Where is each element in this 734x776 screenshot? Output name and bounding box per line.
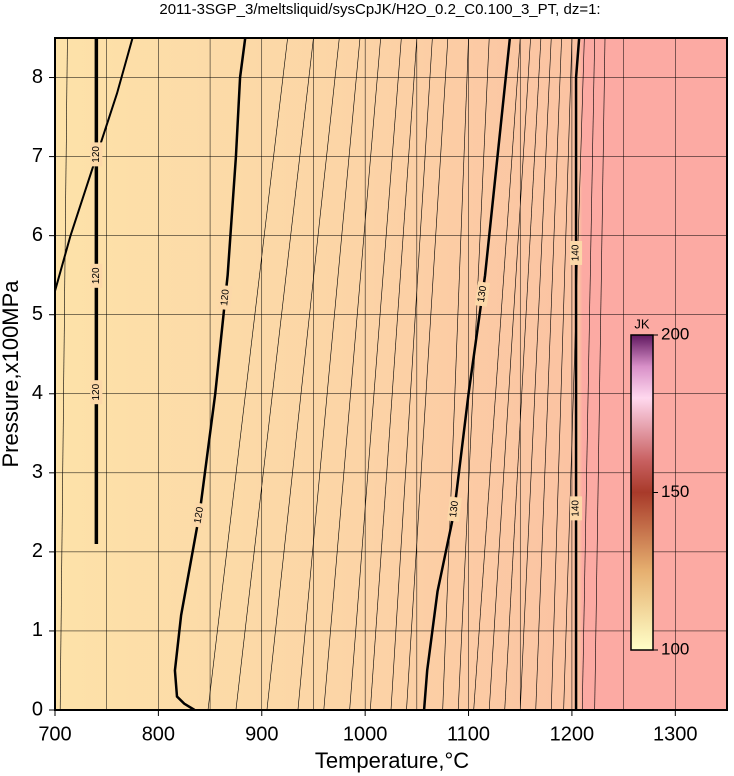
contour-label: 140 [571,500,582,517]
x-tick-label: 900 [245,723,278,745]
minor-contour [370,38,418,710]
contour-label: 130 [476,285,489,303]
contour-label-group: 140 [570,496,583,521]
plot-frame [54,37,728,711]
x-tick-label: 1300 [653,723,698,745]
contour-label-group: 120 [90,380,103,405]
contour-label-bg [191,502,208,529]
y-tick-label: 8 [32,66,43,88]
y-tick-label: 0 [32,698,43,720]
contour-label: 130 [448,500,461,518]
y-tick-label: 6 [32,224,43,246]
y-tick-label: 3 [32,461,43,483]
y-tick-label: 4 [32,382,43,404]
minor-contour [581,38,595,710]
contour-label-bg [218,285,233,311]
x-tick-label: 1000 [343,723,388,745]
x-tick-label: 1100 [447,723,490,745]
y-tick-label: 5 [32,303,43,325]
contour-label-group: 120 [191,502,208,529]
y-tick-label: 7 [32,145,43,167]
minor-contour [594,38,606,710]
contour-label-bg [90,380,103,405]
contour-label: 140 [571,244,582,261]
contour-label: 120 [192,506,206,525]
minor-contour [457,38,490,710]
y-tick-label: 1 [32,619,43,641]
x-tick-label: 800 [142,723,175,745]
minor-contour [297,38,361,710]
contour-label-bg [90,142,103,167]
contour-label: 120 [91,146,102,163]
contour-label-bg [474,281,491,307]
y-axis-title: Pressure,x100MPa [0,280,23,468]
minor-contour [488,38,531,710]
contour-label-group: 120 [90,263,103,288]
contour-label: 120 [91,383,102,400]
plot-area [55,38,727,710]
minor-contour [235,38,314,710]
colorbar-tick-label: 100 [661,639,689,658]
minor-contour [519,38,552,710]
chart-title: 2011-3SGP_3/meltsliquid/sysCpJK/H2O_0.2_… [159,1,600,18]
contour-label-group: 120 [90,142,103,167]
x-tick-label: 700 [38,723,71,745]
minor-contour [59,38,68,710]
colorbar-tick-label: 150 [661,482,689,501]
minor-contour [406,38,449,710]
minor-contour [473,38,521,710]
colorbar-tick-label: 200 [661,324,689,343]
minor-contour [390,38,433,710]
minor-contour [563,38,585,710]
minor-contour [266,38,340,710]
minor-contour [323,38,381,710]
minor-contour [504,38,542,710]
y-tick-label: 2 [32,540,43,562]
contour-label-bg [90,263,103,288]
contour-label-bg [570,240,583,265]
minor-contour [207,38,288,710]
x-axis-title: Temperature,°C [315,748,469,773]
contour-label-bg [447,496,462,522]
contour-label-group: 130 [447,496,462,522]
colorbar [630,334,654,651]
contour-line [422,38,512,710]
contour-label-group: 120 [218,285,233,311]
minor-contour [442,38,469,710]
contour-label: 120 [219,288,232,306]
contour-label-group: 140 [570,240,583,265]
x-tick-label: 1200 [550,723,595,745]
minor-contour [550,38,573,710]
contour-label-group: 130 [474,281,491,307]
plot-background [55,38,727,710]
colorbar-label: JK [634,316,650,331]
minor-contour [535,38,562,710]
overlay: 120 120 120 120 120 130 130 140 140 [90,142,583,529]
contour-label-bg [570,496,583,521]
minor-contour [349,38,402,710]
contour-label: 120 [91,267,102,284]
